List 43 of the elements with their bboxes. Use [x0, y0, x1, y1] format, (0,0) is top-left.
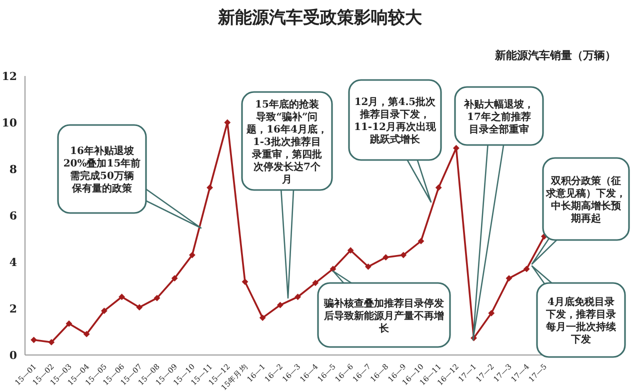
point: [48, 339, 55, 346]
annotation: 骗补核查叠加推荐目录停发后导致新能源月产量不再增长: [323, 297, 444, 334]
annotation: 补贴大幅退坡，17年之前推荐目录全部重审: [463, 98, 534, 136]
y-tick-label: 10: [2, 116, 18, 130]
point: [154, 294, 160, 302]
point: [206, 184, 213, 191]
point: [277, 302, 284, 308]
y-tick-label: 12: [2, 70, 17, 83]
point: [488, 310, 495, 316]
y-tick-label: 8: [9, 162, 18, 176]
y-tick-label: 6: [9, 209, 18, 222]
point: [347, 247, 354, 254]
point: [453, 144, 460, 152]
point: [382, 254, 389, 261]
point: [83, 330, 90, 338]
chart-title: 新能源汽车受政策影响较大: [216, 7, 423, 29]
point: [365, 263, 372, 270]
y-tick-label: 0: [9, 348, 18, 362]
point: [312, 280, 319, 286]
point: [118, 294, 125, 300]
point: [259, 314, 266, 321]
point: [435, 184, 442, 191]
annotation: 4月底免税目录下发，推荐目录每月一批次持续下发: [545, 296, 617, 346]
point: [418, 238, 424, 244]
annotation: 双积分政策（征求意见稿）下发，中长期高增长预期再起: [545, 175, 626, 224]
annotation: 16年补贴退坡20%叠加15年前需完成50万辆保有量的政策: [63, 145, 141, 194]
annotation: 15年底的抢装导致“骗补”问题，16年4月底，1-3批次推荐目录重审，第四批次停发长达7个月: [246, 98, 328, 186]
y-axis-title: 新能源汽车销量（万辆）: [495, 48, 616, 63]
y-tick-label: 4: [9, 256, 18, 269]
point: [101, 308, 108, 314]
point: [189, 252, 196, 258]
y-tick-label: 2: [9, 302, 17, 316]
point: [30, 336, 37, 344]
point: [224, 119, 231, 126]
point: [171, 275, 178, 282]
point: [330, 266, 336, 272]
callout-box: 15年底的抢装导致“骗补”问题，16年4月底，1-3批次推荐目录重审，第四批次停发长达7个月: [241, 91, 333, 299]
point: [294, 294, 301, 300]
annotation: 12月，第4.5批次推荐目录下发，11-12月再次出现跳跃式增长: [354, 96, 437, 146]
point: [66, 320, 72, 327]
point: [136, 304, 143, 311]
point: [400, 252, 407, 258]
point: [523, 266, 530, 272]
